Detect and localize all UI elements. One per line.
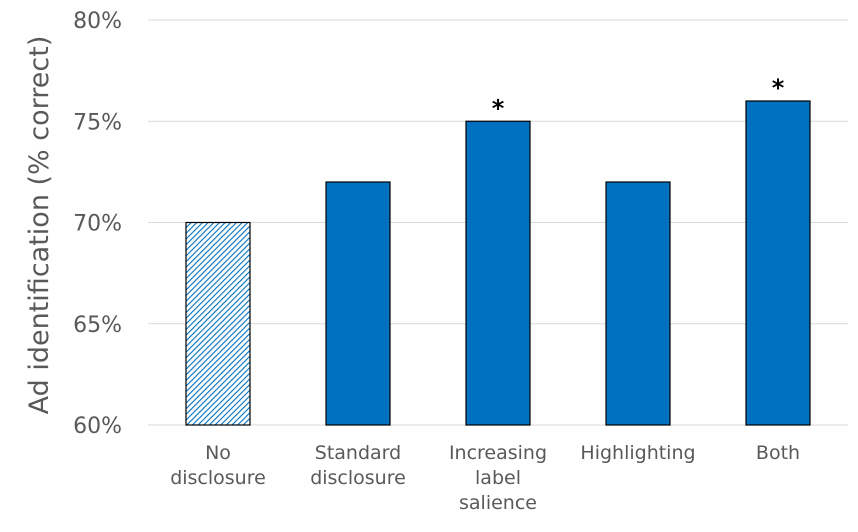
y-axis-ticks: 60% 65% 70% 75% 80% [73, 9, 122, 439]
significance-star: * [492, 94, 505, 122]
bars [185, 100, 811, 426]
y-tick-label: 65% [73, 313, 122, 338]
y-tick-label: 70% [73, 212, 122, 237]
bar [465, 120, 531, 426]
y-tick-label: 60% [73, 414, 122, 439]
significance-marks: ** [492, 74, 785, 122]
bar [185, 221, 251, 426]
significance-star: * [772, 74, 785, 102]
y-tick-label: 75% [73, 110, 122, 135]
x-category-label: Increasing label salience [449, 442, 547, 514]
x-axis-labels: No disclosure Standard disclosure Increasing… [170, 442, 800, 514]
x-category-label: Highlighting [580, 442, 695, 464]
x-category-label: Standard disclosure [310, 442, 406, 489]
y-tick-label: 80% [73, 9, 122, 34]
bar [325, 181, 391, 426]
x-category-label: Both [756, 442, 800, 464]
bar [605, 181, 671, 426]
bar [745, 100, 811, 426]
x-category-label: No disclosure [170, 442, 266, 489]
y-axis-title: Ad identification (% correct) [24, 36, 55, 415]
